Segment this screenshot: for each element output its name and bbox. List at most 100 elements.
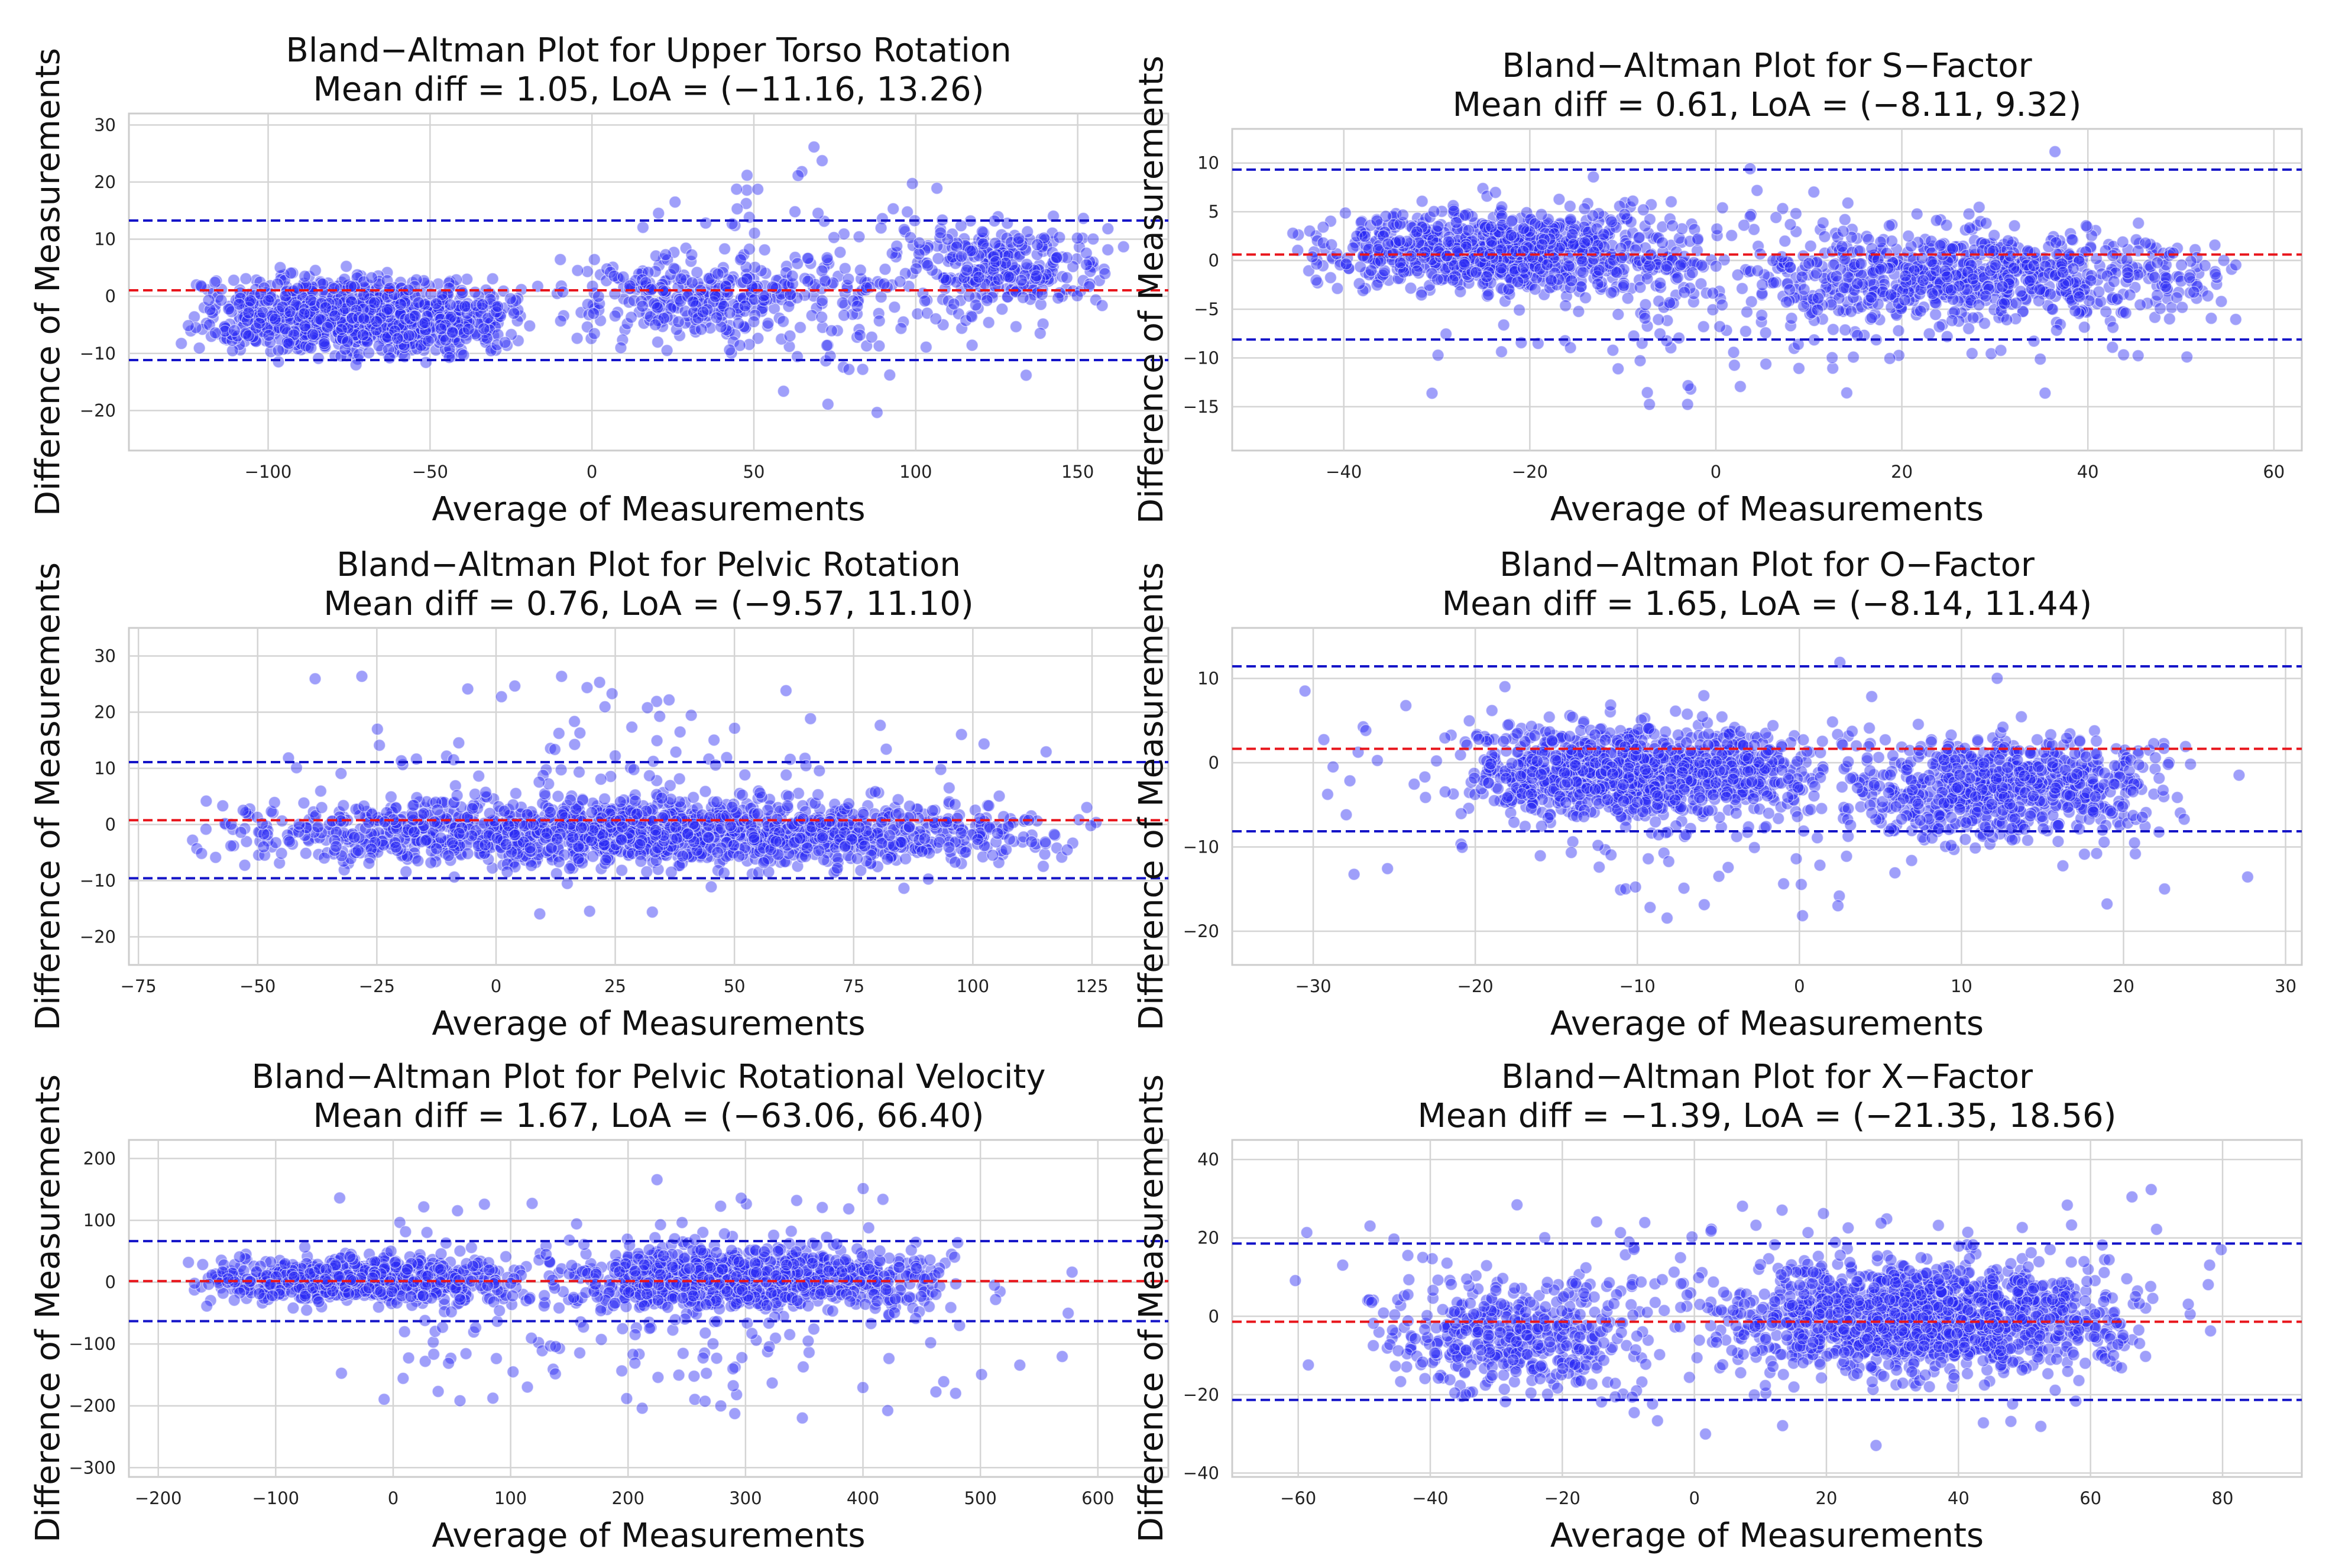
data-point xyxy=(242,306,255,319)
data-point xyxy=(1784,218,1797,231)
data-point xyxy=(504,292,517,306)
data-point xyxy=(913,237,926,250)
data-point xyxy=(1578,236,1591,249)
data-point xyxy=(996,303,1009,316)
data-point xyxy=(1796,270,1809,284)
data-point xyxy=(1643,259,1656,272)
data-point xyxy=(1591,277,1605,291)
data-point xyxy=(1923,327,1936,341)
data-point xyxy=(2183,271,2196,284)
data-point xyxy=(305,341,318,355)
data-point xyxy=(965,310,979,323)
data-point xyxy=(709,290,722,303)
data-point xyxy=(934,226,947,239)
data-point xyxy=(2166,247,2180,260)
data-point xyxy=(443,351,456,364)
data-point xyxy=(1504,229,1518,242)
data-point xyxy=(788,205,802,218)
data-point xyxy=(1998,297,2011,310)
y-tick-label: 20 xyxy=(94,172,116,192)
data-point xyxy=(951,812,964,825)
data-point xyxy=(1576,266,1589,279)
data-point xyxy=(2121,266,2134,280)
data-point xyxy=(587,850,600,863)
data-point xyxy=(1883,219,1896,232)
data-point xyxy=(357,328,370,342)
data-point xyxy=(874,221,887,235)
data-point xyxy=(1740,305,1754,319)
data-point xyxy=(1442,235,1455,248)
data-point xyxy=(930,182,944,195)
data-point xyxy=(262,329,276,342)
data-point xyxy=(1664,195,1678,209)
data-point xyxy=(1755,278,1769,291)
data-point xyxy=(335,323,348,336)
data-point xyxy=(1415,195,1428,208)
data-point xyxy=(2033,352,2047,366)
data-point xyxy=(821,397,835,411)
data-point xyxy=(989,237,1002,250)
data-point xyxy=(435,322,448,335)
data-point xyxy=(1695,258,1708,272)
data-point xyxy=(1559,299,1572,312)
data-point xyxy=(1941,330,1954,344)
data-point xyxy=(1899,269,1912,283)
data-point xyxy=(491,300,504,313)
data-point xyxy=(699,216,712,230)
data-point xyxy=(732,317,745,330)
data-point xyxy=(553,253,567,266)
data-point xyxy=(412,854,425,867)
data-point xyxy=(2229,313,2243,326)
data-point xyxy=(587,307,600,320)
x-tick-label: 40 xyxy=(2077,462,2099,482)
data-point xyxy=(1883,352,1896,365)
data-point xyxy=(592,290,605,303)
data-point xyxy=(1739,325,1753,338)
data-point xyxy=(1638,312,1651,325)
data-point xyxy=(2073,290,2086,303)
data-point xyxy=(244,294,257,307)
data-point xyxy=(1710,222,1724,235)
data-point xyxy=(1663,296,1676,309)
data-point xyxy=(1572,305,1585,318)
data-point xyxy=(1691,232,1705,245)
data-point xyxy=(2187,286,2201,299)
data-point xyxy=(272,355,285,368)
data-point xyxy=(1579,291,1592,304)
data-point xyxy=(1502,283,1515,296)
data-point xyxy=(2175,258,2188,272)
data-point xyxy=(1587,245,1601,258)
data-point xyxy=(1653,327,1667,341)
data-point xyxy=(306,328,319,341)
data-point xyxy=(1885,235,1899,248)
data-point xyxy=(893,275,906,289)
data-point xyxy=(731,202,744,215)
data-point xyxy=(1340,257,1353,271)
data-point xyxy=(1087,232,1100,245)
data-point xyxy=(1306,250,1319,264)
data-point xyxy=(1009,320,1023,333)
data-point xyxy=(1626,195,1640,208)
data-point xyxy=(1592,264,1606,277)
data-point xyxy=(486,272,499,286)
y-tick-label: −20 xyxy=(80,400,116,420)
data-point xyxy=(1963,221,1976,235)
data-point xyxy=(1750,184,1764,197)
data-point xyxy=(1941,270,1954,284)
data-point xyxy=(298,270,312,283)
data-point xyxy=(1734,380,1747,393)
x-axis-label: Average of Measurements xyxy=(1550,490,1984,529)
data-point xyxy=(854,264,867,277)
data-point xyxy=(699,785,712,798)
data-point xyxy=(468,286,482,299)
data-point xyxy=(2014,285,2027,298)
data-point xyxy=(1826,362,1839,375)
data-point xyxy=(1051,291,1065,304)
data-point xyxy=(2050,323,2064,337)
data-point xyxy=(1540,258,1554,271)
data-point xyxy=(412,296,425,309)
y-tick-label: 30 xyxy=(94,115,116,135)
data-point xyxy=(899,852,912,866)
data-point xyxy=(1606,344,1619,357)
